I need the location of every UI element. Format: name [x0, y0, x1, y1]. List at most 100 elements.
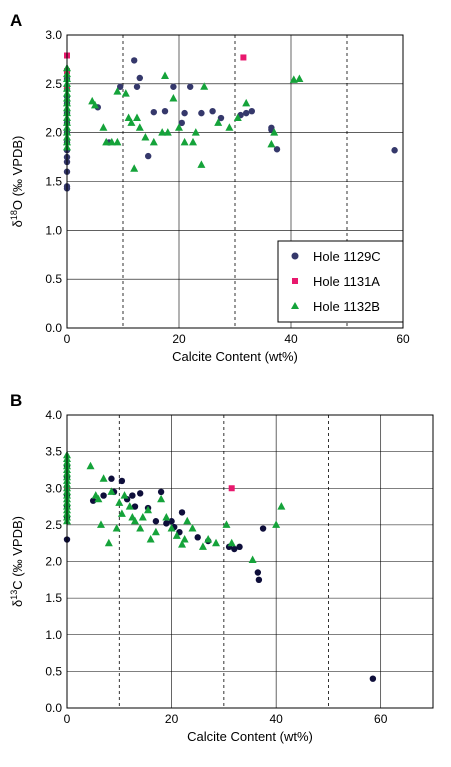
- data-point-1132b: [225, 123, 234, 131]
- plot-frame-a: [66, 34, 404, 329]
- data-point-1132b: [94, 494, 103, 503]
- data-point-1132b: [178, 540, 187, 548]
- ticks-a: 0.0 0.5 1.0 1.5 2.0 2.5 3.0 0 20 40 60: [45, 28, 410, 346]
- data-point-panel_b_1129c: [157, 488, 165, 496]
- y-tick-label-b: 3.0: [45, 481, 62, 495]
- data-point-1132b: [175, 123, 183, 131]
- y-tick-label-b: 3.5: [45, 445, 62, 459]
- y-tick-label-b: 4.0: [45, 408, 62, 422]
- x-tick-label-a: 0: [64, 332, 71, 346]
- y-tick-label-a: 0.5: [45, 272, 62, 286]
- data-point-1132b: [163, 128, 172, 136]
- data-point-1129c: [181, 109, 188, 117]
- data-point-1129c: [243, 109, 250, 117]
- data-point-1132b: [144, 505, 153, 514]
- data-point-panel_b_1129c: [194, 534, 201, 541]
- data-point-1132b: [113, 87, 122, 95]
- data-point-panel_b_1129c: [137, 490, 144, 497]
- data-point-1129c: [187, 83, 194, 90]
- data-point-1129c: [217, 114, 225, 122]
- data-point-1129c: [136, 74, 143, 82]
- data-point-1132b: [198, 542, 207, 550]
- data-point-1132b: [158, 128, 167, 136]
- data-point-1132b: [130, 516, 139, 525]
- data-point-1132b: [99, 474, 108, 482]
- data-point-1132b: [99, 123, 108, 131]
- data-point-panel_b_1129c: [236, 543, 243, 551]
- data-point-1129c: [145, 152, 152, 160]
- data-point-1131a: [228, 485, 235, 492]
- data-point-1132b: [183, 516, 192, 525]
- y-tick-label-a: 2.0: [45, 126, 62, 140]
- data-point-panel_b_1129c: [152, 518, 160, 525]
- grid-b: [67, 415, 433, 708]
- x-tick-label-a: 60: [396, 332, 410, 346]
- data-point-1132b: [227, 538, 236, 547]
- data-point-1132b: [180, 137, 189, 146]
- y-tick-label-b: 2.5: [45, 518, 62, 532]
- data-point-1132b: [189, 137, 197, 146]
- data-point-1132b: [267, 139, 276, 148]
- data-point-1132b: [107, 487, 116, 495]
- legend-box: [277, 240, 404, 323]
- data-point-1129c: [161, 107, 169, 115]
- y-tick-label-a: 1.5: [45, 175, 62, 189]
- data-point-1132b: [136, 524, 145, 532]
- x-tick-label-b: 0: [64, 712, 71, 726]
- legend-entry-1132b: Hole 1132B: [291, 299, 380, 314]
- x-axis-label-a: Calcite Content (wt%): [172, 349, 298, 364]
- marks-b: [63, 450, 377, 682]
- data-point-1132b: [204, 535, 213, 543]
- data-point-1132b: [141, 133, 150, 141]
- legend-marker-1131a: [292, 278, 298, 284]
- panel-label-a: A: [10, 11, 22, 30]
- data-point-1132b: [125, 502, 134, 510]
- legend-marker-1132b: [291, 302, 299, 309]
- data-point-1132b: [272, 520, 281, 528]
- y-axis-label-a: δ18O (‰ VPDB): [9, 136, 25, 228]
- data-point-1129c: [133, 83, 141, 90]
- data-point-1132b: [127, 118, 136, 126]
- legend-entry-1131a: Hole 1131A: [292, 274, 380, 289]
- data-point-panel_b_1129c: [131, 503, 139, 510]
- ticks-b: 0.0 0.5 1.0 1.5 2.0 2.5 3.0 3.5 4.0 0 20 40 60: [45, 408, 387, 726]
- y-tick-label-b: 0.5: [45, 664, 62, 678]
- data-point-1132b: [270, 128, 279, 136]
- data-point-1132b: [157, 494, 166, 503]
- y-axis-label-b: δ13C (‰ VPDB): [9, 516, 25, 607]
- panel-label-b: B: [10, 391, 22, 410]
- y-tick-label-a: 1.0: [45, 223, 62, 237]
- legend-entry-1129c: Hole 1129C: [291, 249, 381, 264]
- data-point-1132b: [222, 520, 231, 528]
- y-tick-label-a: 3.0: [45, 28, 62, 42]
- x-axis-label-b: Calcite Content (wt%): [187, 729, 313, 744]
- y-tick-label-b: 1.5: [45, 591, 62, 605]
- data-point-panel_b_1129c: [255, 576, 263, 584]
- data-point-panel_b_1129c: [231, 545, 238, 553]
- x-tick-label-b: 40: [269, 712, 283, 726]
- data-point-1129c: [209, 107, 216, 115]
- data-point-1132b: [200, 82, 209, 90]
- data-point-1132b: [115, 498, 124, 506]
- data-point-1132b: [138, 513, 147, 521]
- data-point-1132b: [248, 555, 257, 564]
- data-point-panel_b_1129c: [369, 675, 377, 682]
- legend-label-1131a: Hole 1131A: [313, 274, 380, 289]
- data-point-1129c: [170, 83, 177, 90]
- data-point-panel_b_1129c: [108, 475, 115, 482]
- data-point-1132b: [130, 164, 139, 172]
- data-point-1132b: [135, 123, 144, 131]
- data-point-1132b: [102, 137, 111, 146]
- data-point-panel_b_1129c: [163, 520, 170, 527]
- data-point-1132b: [146, 535, 155, 543]
- chart-panel-b: B 0.0 0.5 1.0 1.5 2.0 2.5 3.0 3.5 4.0 0 20 40 60 Cal…: [9, 391, 434, 744]
- data-point-1132b: [277, 502, 286, 510]
- legend-label-1129c: Hole 1129C: [313, 249, 381, 264]
- data-point-1132b: [295, 74, 304, 82]
- y-tick-label-a: 2.5: [45, 77, 62, 91]
- data-point-panel_b_1129c: [259, 525, 267, 532]
- x-tick-label-b: 20: [165, 712, 179, 726]
- data-point-1132b: [124, 113, 133, 122]
- data-point-1132b: [191, 128, 200, 136]
